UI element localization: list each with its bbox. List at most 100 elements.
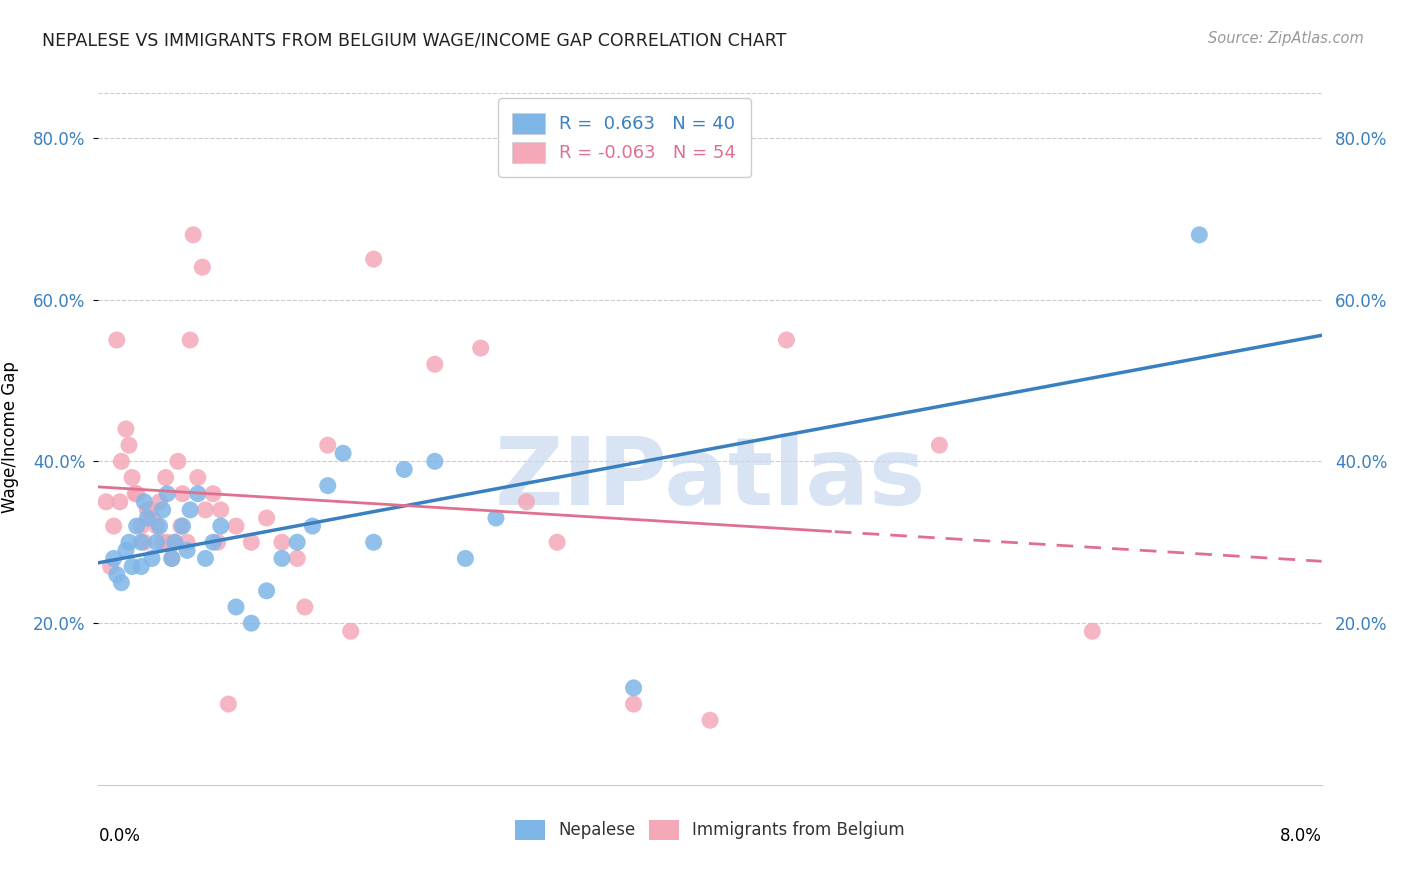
Point xyxy=(363,535,385,549)
Point xyxy=(118,535,141,549)
Point xyxy=(136,511,159,525)
Point xyxy=(301,519,323,533)
Point xyxy=(623,697,645,711)
Point xyxy=(121,559,143,574)
Point xyxy=(515,495,537,509)
Point xyxy=(454,551,477,566)
Point xyxy=(285,535,308,549)
Text: NEPALESE VS IMMIGRANTS FROM BELGIUM WAGE/INCOME GAP CORRELATION CHART: NEPALESE VS IMMIGRANTS FROM BELGIUM WAGE… xyxy=(42,31,786,49)
Point xyxy=(209,519,232,533)
Point xyxy=(294,599,316,614)
Point xyxy=(270,535,294,549)
Point xyxy=(217,697,239,711)
Point xyxy=(110,575,132,590)
Point xyxy=(285,551,308,566)
Point xyxy=(141,511,163,525)
Point xyxy=(187,470,209,484)
Point xyxy=(202,486,225,500)
Point xyxy=(240,535,263,549)
Point xyxy=(125,486,148,500)
Text: 8.0%: 8.0% xyxy=(1279,827,1322,845)
Point xyxy=(202,535,225,549)
Point xyxy=(423,357,446,371)
Point xyxy=(145,535,167,549)
Point xyxy=(139,503,162,517)
Point xyxy=(156,486,179,500)
Point xyxy=(194,503,217,517)
Point xyxy=(141,551,163,566)
Point xyxy=(163,535,186,549)
Point xyxy=(392,462,416,476)
Point xyxy=(163,535,186,549)
Point xyxy=(546,535,568,549)
Point xyxy=(928,438,950,452)
Point xyxy=(110,454,132,468)
Point xyxy=(129,535,152,549)
Point xyxy=(179,333,201,347)
Point xyxy=(363,252,385,266)
Point xyxy=(108,495,131,509)
Point xyxy=(191,260,214,275)
Point xyxy=(103,551,125,566)
Point xyxy=(160,551,183,566)
Point xyxy=(103,519,125,533)
Point xyxy=(775,333,797,347)
Text: Source: ZipAtlas.com: Source: ZipAtlas.com xyxy=(1208,31,1364,46)
Text: ZIPatlas: ZIPatlas xyxy=(495,433,925,524)
Point xyxy=(160,551,183,566)
Point xyxy=(94,495,117,509)
Point xyxy=(1188,227,1211,242)
Point xyxy=(225,599,247,614)
Point xyxy=(167,454,190,468)
Point xyxy=(129,559,152,574)
Point xyxy=(156,535,179,549)
Point xyxy=(176,543,198,558)
Legend: Nepalese, Immigrants from Belgium: Nepalese, Immigrants from Belgium xyxy=(509,814,911,847)
Point xyxy=(194,551,217,566)
Y-axis label: Wage/Income Gap: Wage/Income Gap xyxy=(1,361,18,513)
Point xyxy=(1081,624,1104,639)
Point xyxy=(207,535,229,549)
Point xyxy=(316,438,339,452)
Point xyxy=(270,551,294,566)
Point xyxy=(256,583,278,598)
Point xyxy=(699,713,721,727)
Point xyxy=(176,535,198,549)
Point xyxy=(152,535,174,549)
Point xyxy=(100,559,122,574)
Point xyxy=(105,567,128,582)
Point xyxy=(134,495,156,509)
Point xyxy=(149,495,172,509)
Point xyxy=(332,446,354,460)
Point xyxy=(187,486,209,500)
Point xyxy=(124,486,146,500)
Point xyxy=(423,454,446,468)
Point xyxy=(179,503,201,517)
Point xyxy=(170,519,193,533)
Point xyxy=(339,624,361,639)
Point xyxy=(623,681,645,695)
Point xyxy=(136,503,159,517)
Point xyxy=(115,543,138,558)
Point xyxy=(172,519,194,533)
Point xyxy=(181,227,204,242)
Point xyxy=(172,486,194,500)
Point xyxy=(240,616,263,631)
Point xyxy=(145,519,167,533)
Point xyxy=(129,519,152,533)
Point xyxy=(121,470,143,484)
Point xyxy=(225,519,247,533)
Point xyxy=(125,519,148,533)
Text: 0.0%: 0.0% xyxy=(98,827,141,845)
Point xyxy=(470,341,492,355)
Point xyxy=(149,519,172,533)
Point xyxy=(209,503,232,517)
Point xyxy=(256,511,278,525)
Point xyxy=(152,503,174,517)
Point xyxy=(118,438,141,452)
Point xyxy=(485,511,508,525)
Point xyxy=(134,535,156,549)
Point xyxy=(316,478,339,492)
Point xyxy=(105,333,128,347)
Point xyxy=(115,422,138,436)
